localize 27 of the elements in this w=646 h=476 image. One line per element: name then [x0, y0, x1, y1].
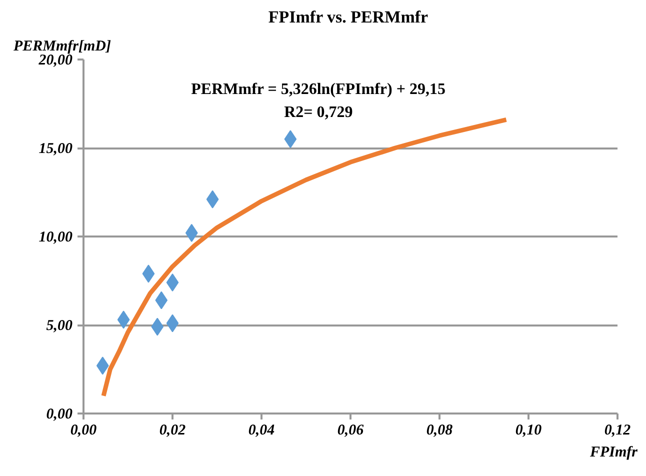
y-tick-label: 0,00: [46, 406, 73, 422]
point: [166, 274, 179, 292]
x-tick-label: 0,12: [604, 422, 632, 438]
point: [284, 130, 297, 148]
y-tick-label: 20,00: [38, 52, 73, 68]
x-tick-label: 0,06: [337, 422, 364, 438]
x-tick-label: 0,02: [159, 422, 186, 438]
y-axis-title: PERMmfr[mD]: [14, 38, 112, 54]
y-tick-label: 10,00: [38, 230, 73, 246]
point: [206, 190, 219, 208]
point: [166, 314, 179, 332]
x-tick-label: 0,00: [70, 422, 98, 438]
chart-title: FPImfr vs. PERMmfr: [268, 8, 429, 26]
point: [151, 318, 164, 336]
y-tick-label: 5,00: [46, 318, 73, 334]
annotation: R2= 0,729: [284, 104, 353, 122]
x-tick-label: 0,04: [248, 422, 276, 438]
y-tick-label: 15,00: [38, 141, 73, 157]
x-axis-title: FPImfr: [588, 444, 638, 460]
point: [117, 310, 130, 329]
point: [155, 291, 168, 310]
point: [96, 356, 109, 375]
point: [142, 264, 155, 283]
point: [185, 224, 198, 242]
x-tick-label: 0,08: [426, 422, 454, 438]
annotation: PERMmfr = 5,326ln(FPImfr) + 29,15: [191, 81, 446, 98]
x-tick-label: 0,10: [515, 422, 542, 438]
